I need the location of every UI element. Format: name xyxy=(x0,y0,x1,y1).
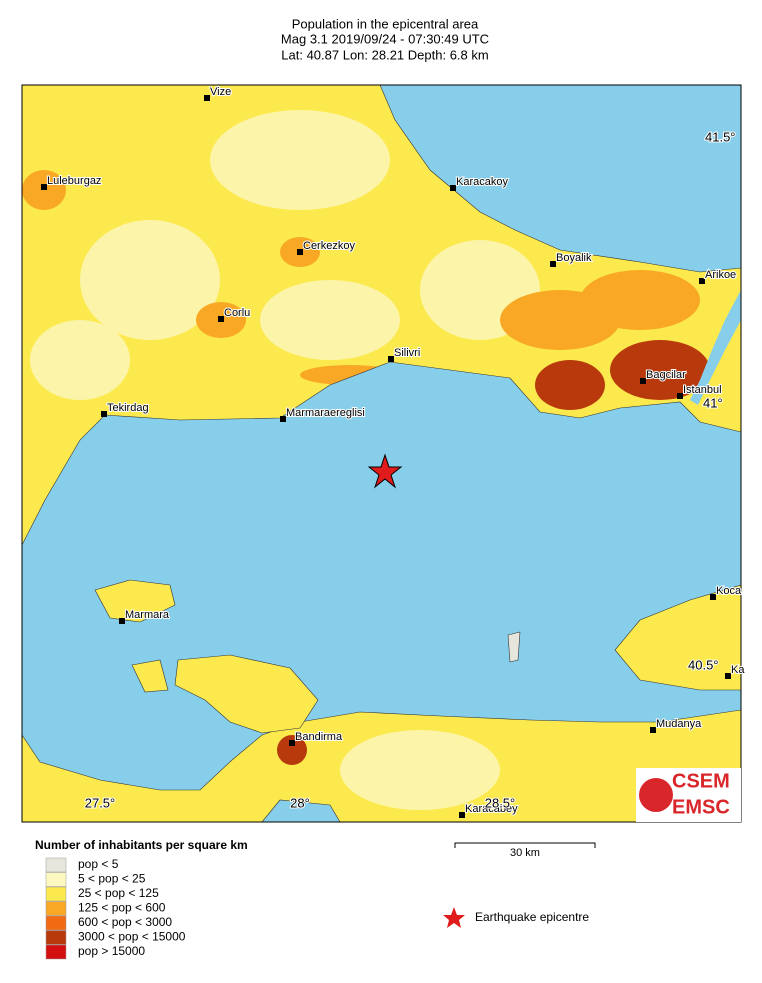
legend-label: 125 < pop < 600 xyxy=(78,901,166,915)
city-label: Cerkezkoy xyxy=(303,240,355,252)
epicentre-legend-star xyxy=(443,907,465,928)
event-location: Lat: 40.87 Lon: 28.21 Depth: 6.8 km xyxy=(281,47,488,62)
legend-label: 5 < pop < 25 xyxy=(78,872,146,886)
legend-label: pop > 15000 xyxy=(78,944,145,958)
legend-label: pop < 5 xyxy=(78,857,119,871)
latitude-label: 40.5° xyxy=(688,657,719,672)
marmara-island xyxy=(94,579,176,623)
legend-label: 600 < pop < 3000 xyxy=(78,915,172,929)
legend-swatch xyxy=(45,857,67,873)
city-marker xyxy=(550,261,556,267)
logo-bottom: EMSC xyxy=(672,796,730,818)
city-label: Arikoe xyxy=(705,269,736,281)
city-label: Mudanya xyxy=(656,718,702,730)
city-marker xyxy=(388,356,394,362)
latitude-label: 41.5° xyxy=(705,129,736,144)
logo-top: CSEM xyxy=(672,770,730,792)
event-info: Mag 3.1 2019/09/24 - 07:30:49 UTC xyxy=(281,31,489,46)
logo: CSEM EMSC xyxy=(636,768,741,822)
epicentre-star xyxy=(367,453,403,489)
legend-title: Number of inhabitants per square km xyxy=(35,838,248,852)
city-label: Karacakoy xyxy=(456,176,508,188)
longitude-label: 28.5° xyxy=(485,795,516,810)
city-label: Karacabey xyxy=(465,803,518,815)
map xyxy=(22,85,741,822)
city-label: Boyalik xyxy=(556,252,592,264)
city-marker xyxy=(41,184,47,190)
island xyxy=(131,659,169,693)
legend-swatch xyxy=(45,901,67,916)
city-marker xyxy=(459,812,465,818)
logo-globe xyxy=(639,778,673,812)
city-label: Luleburgaz xyxy=(47,175,101,187)
city-marker xyxy=(450,185,456,191)
city-marker xyxy=(710,594,716,600)
black-sea xyxy=(379,85,741,273)
city-label: Istanbul xyxy=(683,384,722,396)
title: Population in the epicentral area xyxy=(292,16,479,31)
epicentre-legend-label: Earthquake epicentre xyxy=(475,910,589,924)
kapidag-peninsula xyxy=(174,654,319,734)
city-marker xyxy=(650,727,656,733)
city-marker xyxy=(280,416,286,422)
city-label: Marmaraereglisi xyxy=(286,407,365,419)
legend-swatch xyxy=(45,930,67,945)
city-marker xyxy=(699,278,705,284)
legend-label: 25 < pop < 125 xyxy=(78,886,159,900)
latitude-label: 41° xyxy=(703,395,723,410)
city-marker xyxy=(640,378,646,384)
legend-swatch xyxy=(45,915,67,931)
high-density xyxy=(277,340,710,765)
lake xyxy=(261,799,341,822)
city-marker xyxy=(725,673,731,679)
legend-swatch xyxy=(45,944,67,960)
legend-swatch xyxy=(45,872,67,887)
city-marker xyxy=(677,393,683,399)
city-label: Bandirma xyxy=(295,731,343,743)
city-marker xyxy=(218,316,224,322)
city-marker xyxy=(204,95,210,101)
city-marker xyxy=(297,249,303,255)
city-label: Koca xyxy=(716,585,742,597)
island xyxy=(507,631,521,663)
city-label: Bagcilar xyxy=(646,369,686,381)
scale-bar xyxy=(454,842,596,848)
city-label: Silivri xyxy=(394,347,420,359)
legend-label: 3000 < pop < 15000 xyxy=(78,930,186,944)
longitude-label: 28° xyxy=(290,795,310,810)
city-label: Tekirdag xyxy=(107,402,149,414)
city-label: Corlu xyxy=(224,307,250,319)
city-label: Vize xyxy=(210,86,231,98)
low-density xyxy=(30,110,540,810)
scale-label: 30 km xyxy=(510,847,540,859)
map-frame xyxy=(21,84,742,823)
city-label: Ka xyxy=(731,664,745,676)
legend-swatch xyxy=(45,886,67,902)
bosphorus xyxy=(690,290,741,405)
city-marker xyxy=(119,618,125,624)
city-marker xyxy=(101,411,107,417)
city-marker xyxy=(289,740,295,746)
longitude-label: 27.5° xyxy=(85,795,116,810)
city-label: Marmara xyxy=(125,609,170,621)
